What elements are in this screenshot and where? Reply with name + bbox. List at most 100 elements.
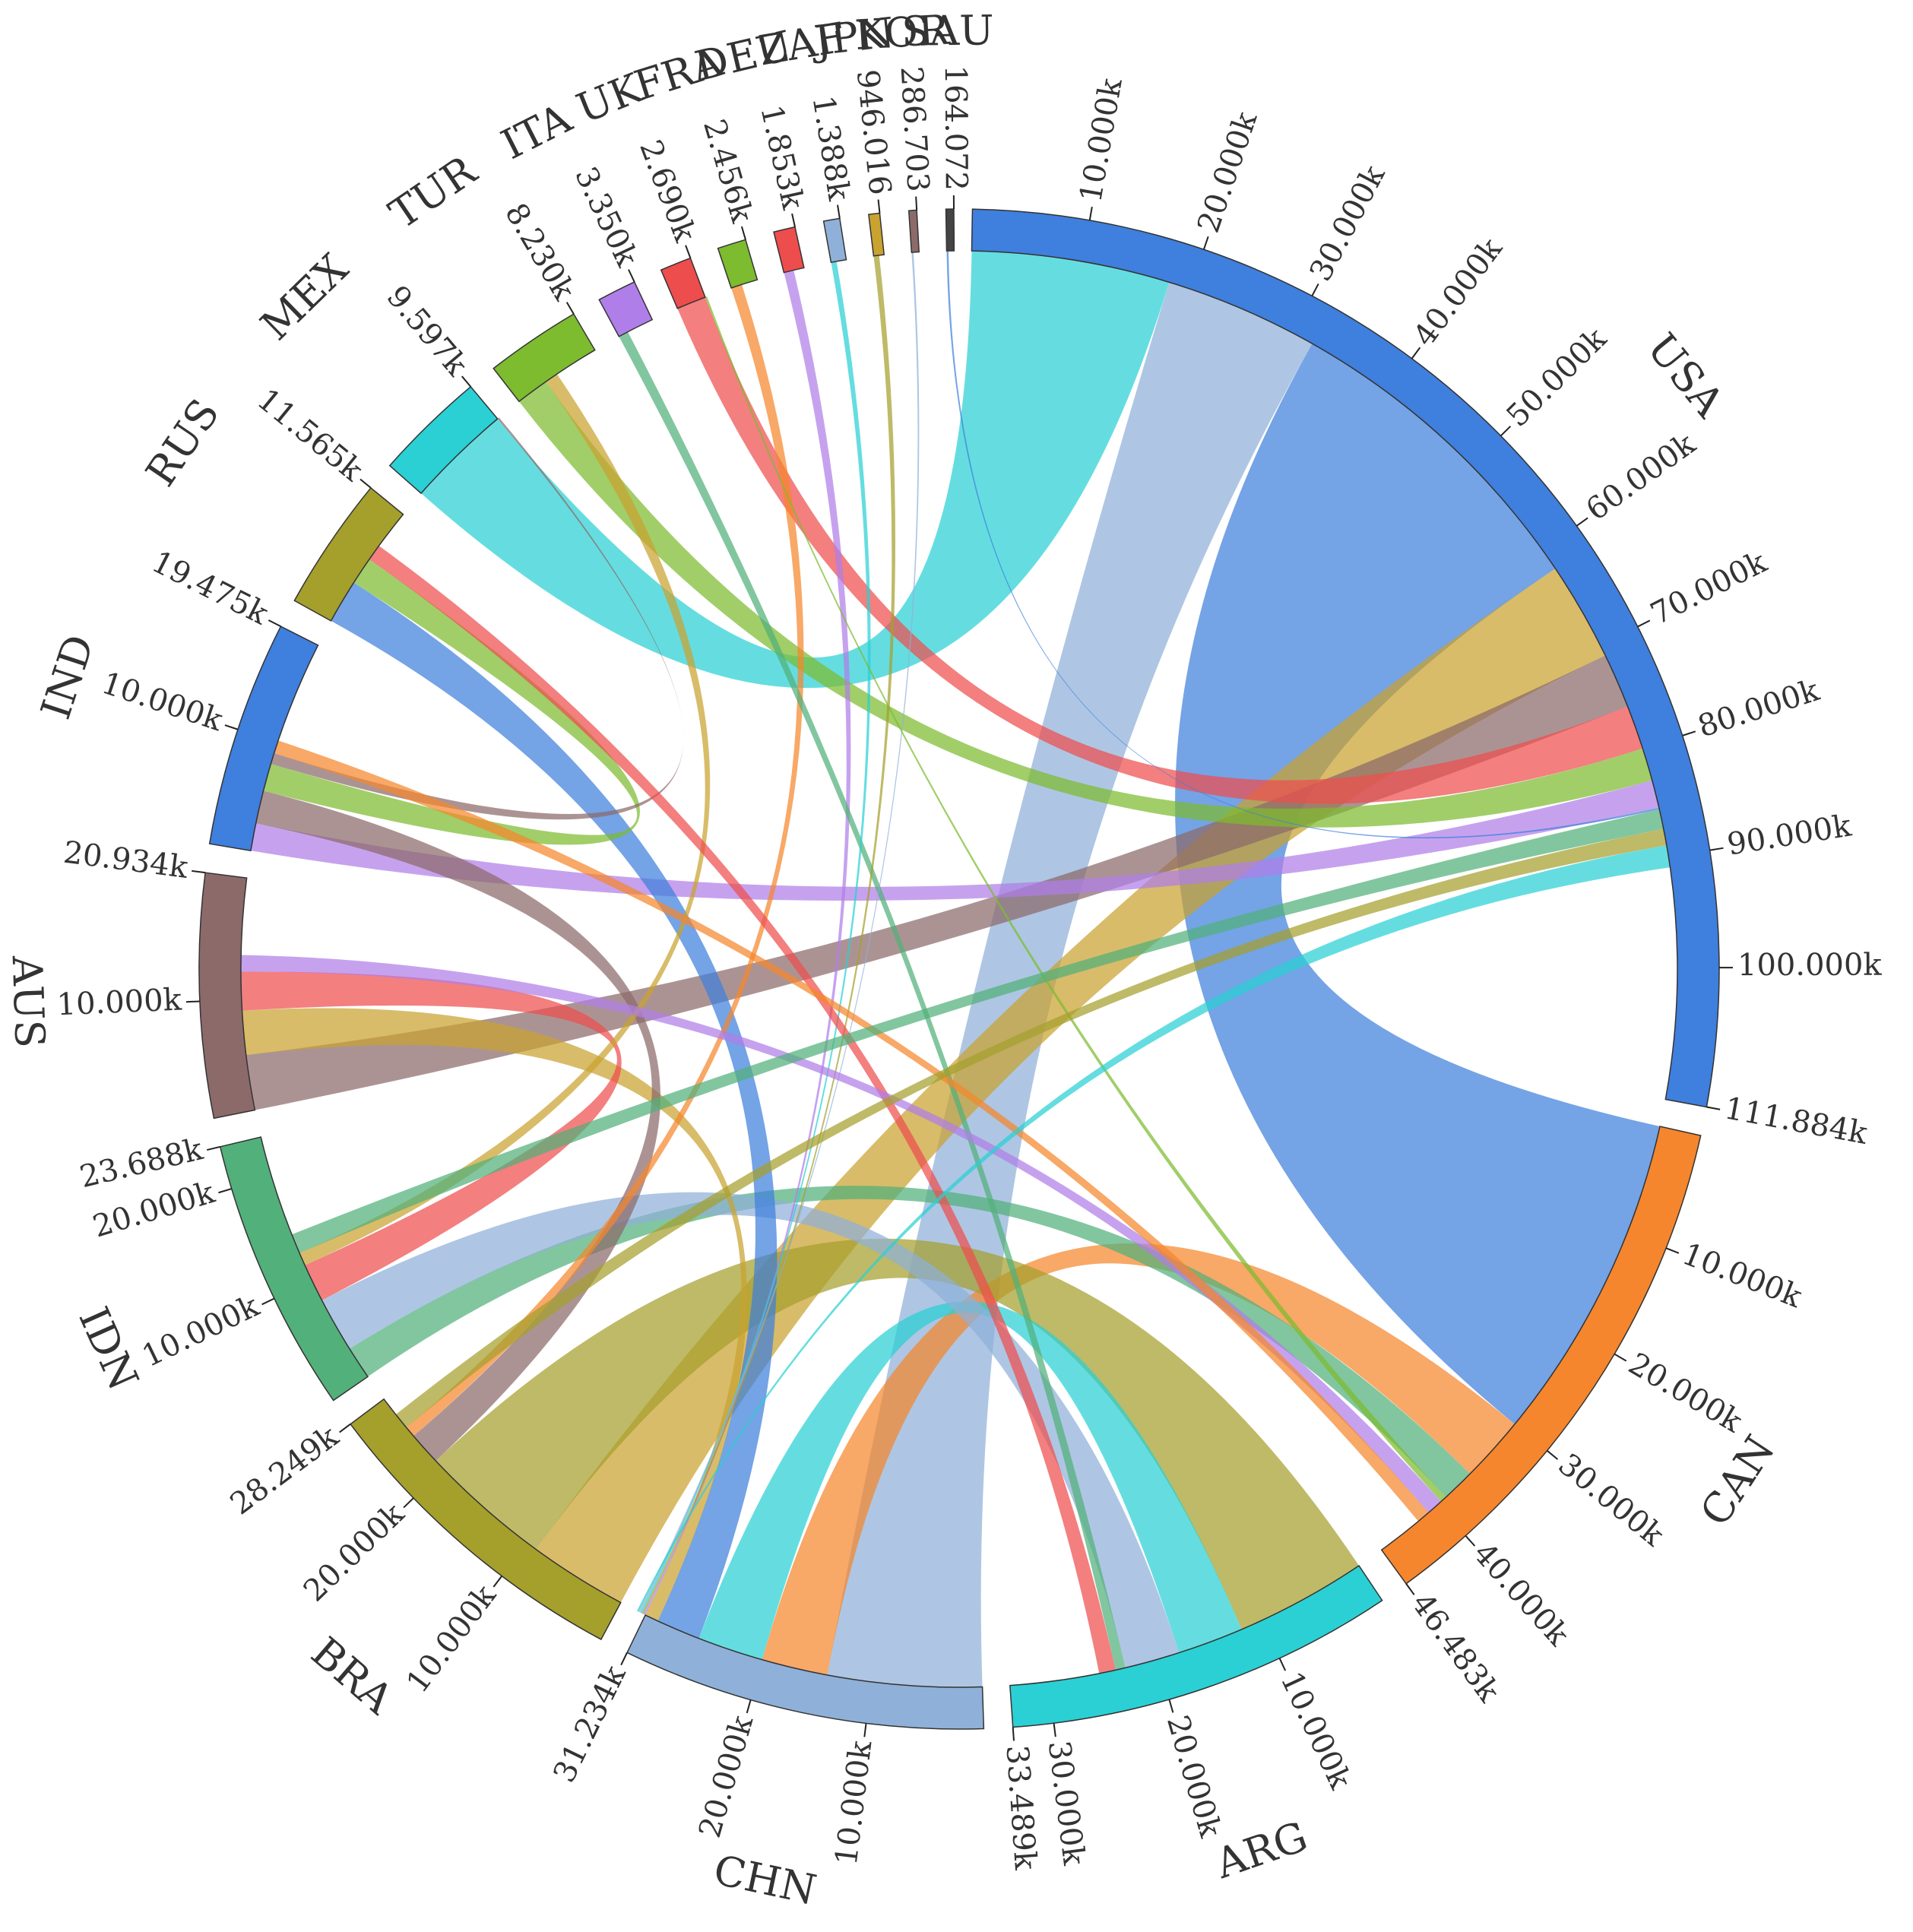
tick-label: 40.000k [1407,231,1509,353]
ring-segment-idn [219,1136,369,1401]
chord-usa-tur [518,382,1652,828]
chord-usa-mex [420,251,1170,689]
tick-label-total: 11.565k [251,382,370,489]
tick-mark-total [1706,1106,1721,1110]
tick-label-total: 19.475k [146,544,274,632]
tick-mark-total [740,226,746,240]
tick-label-total: 9.597k [379,279,474,382]
ring-segment-mex [388,385,499,495]
tick-mark [1411,347,1421,359]
tick-mark-total [1405,1583,1415,1595]
chord-arg-bra [435,1238,1360,1630]
tick-mark [1168,1699,1174,1713]
chord-usa-bra [536,569,1606,1603]
chord-arg-idn [321,1192,1180,1668]
tick-mark [218,1188,232,1194]
tick-label-total: 8.230k [498,198,581,307]
tick-mark [493,1576,503,1588]
tick-label-total: 1.388k [806,93,857,204]
tick-mark [261,1297,275,1306]
tick-mark [1682,730,1696,736]
tick-label-total: 2.690k [632,135,702,247]
tick-mark-total [685,245,692,258]
tick-label: 20.000k [1623,1346,1749,1439]
node-label-idn: IDN [69,1300,147,1398]
tick-label-total: 31.234k [546,1660,632,1788]
tick-label: 100.000k [1737,948,1882,983]
ring-segment-tur [493,313,596,403]
tick-mark [224,724,239,730]
tick-label: 10.000k [400,1579,503,1699]
tick-mark-total [461,375,472,388]
tick-mark [1546,1449,1559,1460]
tick-mark [1278,1658,1287,1671]
ring-segment-arg [1009,1565,1383,1728]
tick-mark [403,1497,414,1509]
tick-label-total: 46.483k [1405,1587,1506,1709]
node-label-ita: ITA [494,93,580,169]
tick-mark [1202,236,1209,250]
chord-usa-aus [245,655,1628,1110]
node-label-kor: KOR [854,6,952,60]
ring-segment-rus [293,486,404,622]
node-label-tur: TUR [381,146,486,238]
ring-segment-deu [773,226,805,274]
tick-label: 10.000k [1073,75,1129,204]
node-label-chn: CHN [710,1846,821,1915]
chord-fra-bra [406,284,804,1436]
ring-segment-aus [198,872,256,1120]
tick-mark-total [837,204,841,219]
ring-segment-chn [626,1614,985,1730]
chord-usa-uk [677,297,1643,804]
chord-bra-ind [255,790,661,1462]
tick-label: 10.000k [1274,1667,1358,1795]
node-label-jpn: JPN [808,8,897,65]
tick-label: 30.000k [1041,1739,1091,1867]
node-label-mex: MEX [252,244,358,349]
tick-label-total: 3.350k [568,162,645,273]
node-label-aus: AUS [3,954,54,1049]
ring-segment-can [1380,1126,1702,1585]
tick-mark-total [915,196,918,211]
tick-label: 10.000k [829,1738,879,1867]
tick-label-total: 111.884k [1721,1091,1870,1151]
tick-label: 50.000k [1500,321,1614,434]
ring-segment-ita [598,280,654,337]
tick-label: 80.000k [1694,673,1824,744]
node-label-bra: BRA [302,1628,403,1724]
ring-layer [198,208,1720,1730]
tick-label: 20.000k [1160,1712,1228,1842]
ring-segment-jpn [868,212,885,257]
tick-label: 10.000k [97,666,227,739]
tick-mark-total [620,1652,628,1666]
tick-mark [1500,426,1512,437]
node-label-ind: IND [32,629,104,725]
tick-mark [185,1000,200,1003]
tick-mark [1088,206,1093,221]
chord-arg-chn [698,1301,1242,1660]
tick-label: 70.000k [1645,544,1772,632]
tick-label: 30.000k [1551,1447,1671,1554]
tick-mark [1665,1247,1680,1254]
chord-idn-aus [241,971,622,1300]
ring-segment-usa [971,208,1720,1108]
tick-mark-total [206,1145,220,1151]
tick-label-total: 1.853k [753,102,810,213]
tick-mark-total [565,302,575,315]
ring-segment-fra [717,239,759,289]
node-label-can: CAN [1691,1427,1785,1535]
tick-label-total: 946.016 [850,68,898,196]
ring-segment-zaf [822,217,847,264]
tick-label: 10.000k [1677,1237,1807,1315]
tick-mark-total [1012,1727,1015,1741]
tick-label-total: 164.072 [938,65,974,191]
tick-label: 20.000k [1191,107,1265,237]
ring-segment-bra [350,1398,622,1641]
tick-mark-total [339,1423,351,1433]
tick-mark [863,1723,867,1737]
tick-label: 10.000k [137,1288,265,1374]
tick-mark [1311,283,1319,296]
ring-segment-sau [945,208,955,252]
tick-mark-total [359,478,372,489]
tick-mark [1465,1535,1476,1547]
